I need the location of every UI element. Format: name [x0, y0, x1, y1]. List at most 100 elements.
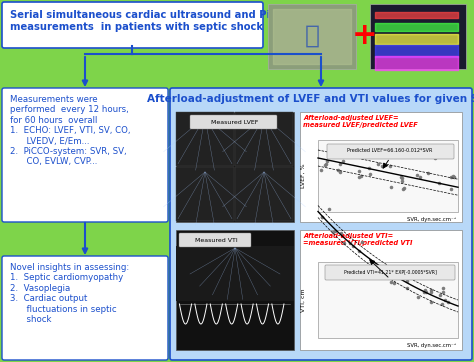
Point	[441, 296, 449, 302]
Point	[367, 171, 374, 177]
FancyBboxPatch shape	[176, 230, 294, 350]
Point	[321, 162, 328, 168]
Point	[400, 185, 408, 191]
Point	[331, 228, 338, 234]
Point	[388, 185, 395, 190]
FancyBboxPatch shape	[176, 246, 294, 301]
Point	[342, 153, 350, 159]
Point	[319, 214, 326, 220]
Point	[346, 240, 354, 245]
Point	[340, 240, 348, 246]
Point	[340, 159, 347, 164]
Point	[380, 268, 388, 274]
Text: Measured LVEF: Measured LVEF	[211, 119, 259, 125]
FancyBboxPatch shape	[318, 262, 458, 338]
Point	[336, 169, 344, 174]
Point	[336, 161, 344, 167]
Point	[337, 230, 345, 236]
Text: Measured VTI: Measured VTI	[195, 237, 237, 243]
FancyBboxPatch shape	[235, 167, 293, 221]
Point	[436, 181, 443, 186]
FancyBboxPatch shape	[176, 167, 234, 221]
Text: Measurements were
performed  every 12 hours,
for 60 hours  overall
1.  ECHO: LVE: Measurements were performed every 12 hou…	[10, 95, 130, 167]
Text: SVR, dyn.sec.cm⁻⁵: SVR, dyn.sec.cm⁻⁵	[407, 217, 456, 222]
Point	[387, 279, 395, 285]
Point	[403, 285, 411, 291]
Point	[449, 173, 457, 179]
FancyBboxPatch shape	[300, 230, 462, 350]
Point	[355, 248, 362, 254]
Point	[349, 243, 357, 249]
FancyBboxPatch shape	[235, 112, 293, 166]
FancyBboxPatch shape	[2, 256, 168, 360]
Point	[374, 161, 382, 167]
Point	[329, 229, 337, 235]
Text: VTI, cm: VTI, cm	[301, 288, 306, 312]
Point	[390, 280, 397, 286]
Point	[355, 168, 363, 174]
FancyBboxPatch shape	[300, 112, 462, 222]
Point	[318, 214, 325, 220]
FancyBboxPatch shape	[176, 112, 294, 222]
Point	[355, 174, 363, 180]
Point	[323, 159, 331, 164]
FancyBboxPatch shape	[179, 233, 251, 247]
Point	[399, 186, 407, 192]
Point	[344, 151, 352, 156]
Point	[436, 292, 444, 298]
FancyBboxPatch shape	[318, 140, 458, 212]
FancyBboxPatch shape	[327, 144, 454, 159]
Point	[413, 172, 421, 178]
Point	[397, 174, 405, 180]
Point	[403, 278, 411, 283]
Point	[398, 178, 406, 184]
FancyBboxPatch shape	[170, 88, 472, 360]
Text: Afterload-adjusted VTI=
=measured VTI/predicted VTI: Afterload-adjusted VTI= =measured VTI/pr…	[303, 233, 412, 246]
Point	[427, 287, 434, 293]
Text: Afterload-adjusted LVEF=
measured LVEF/predicted LVEF: Afterload-adjusted LVEF= measured LVEF/p…	[303, 115, 418, 128]
Text: Predicted VTI=41.21* EXP[-0.0005*SVR]: Predicted VTI=41.21* EXP[-0.0005*SVR]	[344, 269, 437, 274]
FancyBboxPatch shape	[268, 4, 356, 69]
Point	[424, 170, 432, 176]
Text: 👤: 👤	[304, 24, 319, 48]
Point	[386, 163, 394, 169]
Point	[374, 264, 382, 270]
FancyBboxPatch shape	[190, 115, 277, 129]
Text: Novel insights in assessing:
1.  Septic cardiomyopathy
2.  Vasoplegia
3.  Cardia: Novel insights in assessing: 1. Septic c…	[10, 263, 129, 324]
Point	[438, 301, 446, 307]
Point	[428, 299, 435, 304]
Point	[322, 161, 330, 167]
Point	[440, 285, 447, 291]
Point	[417, 174, 424, 180]
FancyBboxPatch shape	[2, 88, 168, 222]
Point	[340, 153, 347, 159]
Point	[447, 174, 455, 180]
Text: Predicted LVEF=66.160-0.012*SVR: Predicted LVEF=66.160-0.012*SVR	[347, 148, 433, 153]
Point	[439, 289, 447, 295]
FancyBboxPatch shape	[370, 4, 466, 69]
Point	[398, 175, 406, 181]
Point	[378, 163, 386, 169]
Point	[357, 173, 365, 179]
Point	[325, 206, 333, 212]
Point	[338, 150, 346, 156]
Point	[365, 165, 373, 171]
Point	[383, 269, 391, 275]
Point	[444, 299, 452, 305]
Point	[422, 290, 430, 295]
FancyBboxPatch shape	[325, 265, 455, 280]
Text: LVEF, %: LVEF, %	[301, 164, 306, 188]
Point	[358, 239, 366, 245]
Point	[393, 272, 401, 278]
Text: Afterload-adjustment of LVEF and VTI values for given SVR: Afterload-adjustment of LVEF and VTI val…	[147, 94, 474, 104]
Point	[334, 167, 341, 173]
Point	[427, 289, 435, 294]
FancyBboxPatch shape	[2, 2, 263, 48]
Text: Serial simultaneous cardiac ultrasound and PiCCO-system
measurements  in patient: Serial simultaneous cardiac ultrasound a…	[10, 10, 338, 31]
FancyBboxPatch shape	[176, 112, 234, 166]
Text: SVR, dyn.sec.cm⁻⁵: SVR, dyn.sec.cm⁻⁵	[407, 343, 456, 348]
Point	[421, 287, 428, 293]
Point	[450, 174, 457, 180]
Point	[431, 155, 438, 161]
Point	[420, 289, 428, 295]
